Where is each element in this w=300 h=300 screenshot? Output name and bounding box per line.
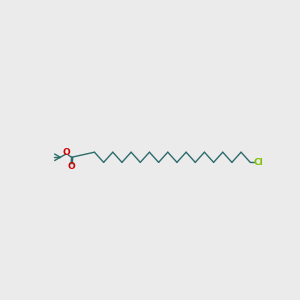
Text: O: O (68, 163, 76, 172)
Text: Cl: Cl (253, 158, 263, 167)
Text: O: O (63, 148, 71, 157)
